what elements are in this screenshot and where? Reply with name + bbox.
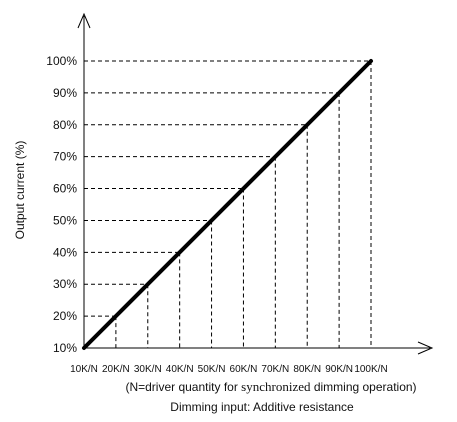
x-axis-arrow	[417, 341, 434, 355]
x-tick-label: 20K/N	[102, 364, 130, 375]
y-tick-label: 70%	[53, 150, 77, 164]
y-tick-label: 10%	[53, 341, 77, 355]
x-tick-labels: 10K/N 20K/N 30K/N 40K/N 50K/N 60K/N 70K/N 80K/N…	[70, 364, 388, 375]
x-tick-label: 70K/N	[261, 364, 289, 375]
x-tick-label: 90K/N	[325, 364, 353, 375]
x-tick-label: 60K/N	[230, 364, 258, 375]
x-axis-note-serif: synchronized	[241, 379, 311, 394]
y-tick-label: 100%	[46, 54, 77, 68]
y-tick-label: 50%	[53, 213, 77, 227]
y-tick-label: 20%	[53, 309, 77, 323]
y-tick-label: 60%	[53, 182, 77, 196]
y-tick-label: 30%	[53, 277, 77, 291]
y-tick-label: 90%	[53, 86, 77, 100]
y-tick-label: 40%	[53, 245, 77, 259]
series-layer	[82, 59, 373, 350]
x-tick-label: 10K/N	[70, 364, 98, 375]
x-axis-note-close: dimming operation)	[310, 380, 416, 394]
series-line	[82, 59, 373, 350]
axes	[77, 12, 434, 355]
x-tick-label: 80K/N	[293, 364, 321, 375]
x-tick-label: 30K/N	[134, 364, 162, 375]
x-axis-note-open: (N=driver quantity for	[125, 380, 241, 394]
x-tick-label: 100K/N	[354, 364, 387, 375]
x-tick-label: 40K/N	[166, 364, 194, 375]
y-axis-arrow	[77, 12, 91, 29]
guide-lines	[84, 60, 372, 348]
y-tick-label: 80%	[53, 118, 77, 132]
x-axis-title: Dimming input: Additive resistance	[170, 400, 354, 414]
y-axis-title: Output current (%)	[13, 141, 27, 240]
x-axis-note: (N=driver quantity for synchronized dimm…	[125, 379, 416, 394]
x-tick-label: 50K/N	[198, 364, 226, 375]
y-tick-labels: 10% 20% 30% 40% 50% 60% 70% 80% 90% 100%	[46, 54, 77, 355]
